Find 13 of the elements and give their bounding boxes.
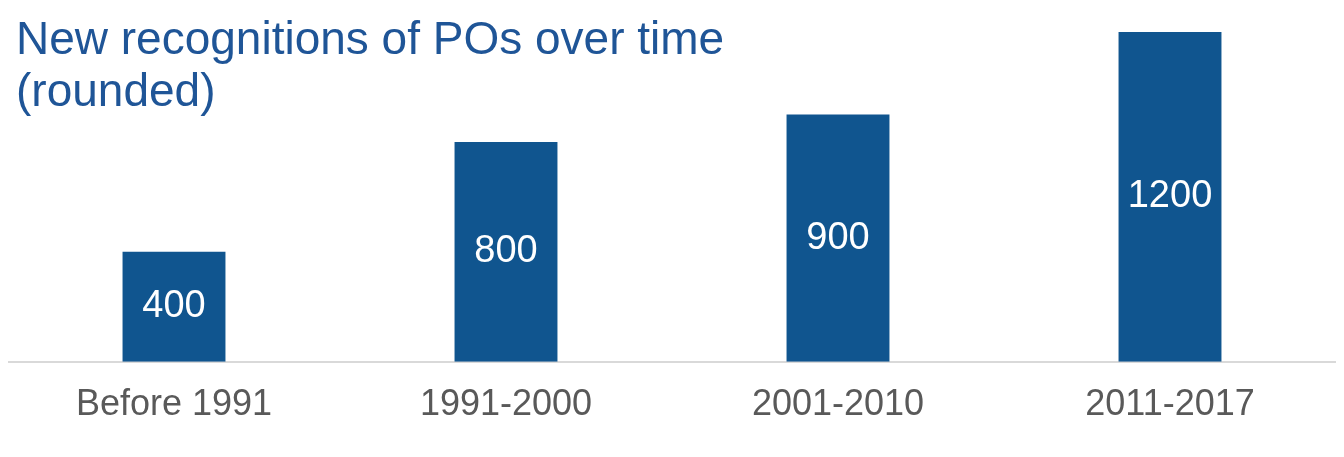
chart-title: New recognitions of POs over time (rounded) — [16, 12, 725, 116]
bar — [1118, 32, 1222, 362]
x-tick-label: 2011-2017 — [1085, 382, 1255, 424]
x-tick-label: 2001-2010 — [751, 382, 925, 424]
data-label: 400 — [142, 283, 206, 326]
bar — [122, 251, 226, 362]
data-label: 1200 — [1127, 173, 1213, 216]
data-label: 800 — [474, 228, 538, 271]
bar — [786, 114, 890, 362]
x-tick-label: Before 1991 — [75, 382, 273, 424]
bar — [454, 141, 558, 362]
data-label: 900 — [806, 214, 870, 257]
x-tick-label: 1991-2000 — [419, 382, 593, 424]
